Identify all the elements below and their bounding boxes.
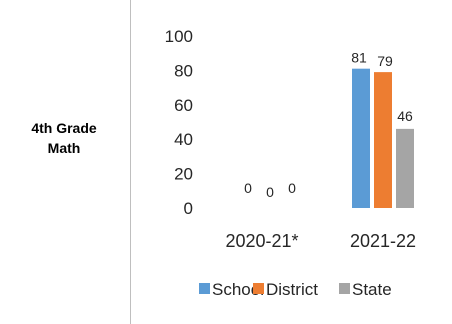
legend-swatch-state [339,283,350,294]
column-divider [130,0,131,324]
x-category-label: 2020-21* [225,231,298,251]
legend-label-state: State [352,280,392,299]
legend-label-school: School [212,280,264,299]
y-tick-label: 80 [174,61,193,80]
data-label: 0 [266,184,274,200]
bar-school [352,68,370,209]
y-tick-label: 100 [165,27,193,46]
legend-swatch-district [253,283,264,294]
legend-swatch-school [199,283,210,294]
bar-state [396,128,414,208]
row-label: 4th Grade Math [31,120,97,156]
y-tick-label: 20 [174,165,193,184]
y-tick-label: 60 [174,96,193,115]
data-label: 0 [244,180,252,196]
y-tick-label: 0 [184,199,193,218]
bar-district [374,72,392,209]
legend-label-district: District [266,280,318,299]
data-label: 79 [377,53,393,69]
data-label: 46 [397,108,413,124]
y-tick-label: 40 [174,130,193,149]
data-label: 81 [351,50,367,66]
data-label: 0 [288,180,296,196]
x-category-label: 2021-22 [350,231,416,251]
